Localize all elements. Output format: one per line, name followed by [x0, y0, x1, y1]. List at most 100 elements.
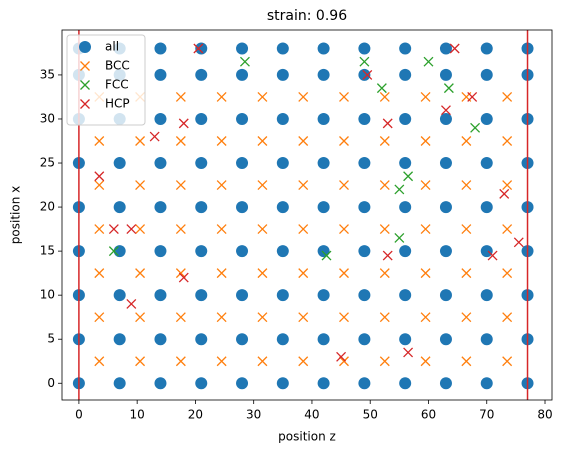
y-tick-label: 15 — [40, 244, 55, 258]
point — [175, 91, 186, 102]
point — [439, 333, 452, 346]
point — [298, 136, 309, 146]
chart-title: strain: 0.96 — [267, 8, 347, 24]
axes-frame — [61, 29, 553, 401]
point — [480, 112, 493, 125]
point — [379, 312, 390, 323]
point — [358, 112, 371, 125]
point — [376, 83, 387, 94]
point — [321, 250, 332, 261]
point — [461, 180, 472, 191]
point — [379, 91, 390, 102]
point — [317, 333, 330, 346]
point — [195, 157, 208, 170]
point — [257, 224, 268, 235]
point — [175, 268, 186, 279]
point — [358, 68, 371, 81]
point — [317, 68, 330, 81]
point — [399, 157, 412, 170]
point — [257, 312, 268, 323]
point — [216, 356, 227, 367]
x-tick-label: 60 — [421, 408, 436, 422]
point — [94, 268, 105, 279]
point — [399, 333, 412, 346]
point — [126, 299, 137, 309]
legend-marker — [80, 61, 90, 71]
point — [113, 201, 126, 214]
y-tick-label: 35 — [40, 67, 55, 81]
point — [339, 136, 349, 146]
point — [358, 289, 371, 302]
y-tick-label: 5 — [47, 332, 55, 346]
point — [439, 201, 452, 214]
point — [443, 83, 454, 94]
point — [94, 171, 105, 182]
point — [399, 245, 412, 258]
point — [195, 42, 208, 55]
point — [175, 136, 186, 146]
point — [358, 157, 371, 170]
point — [480, 68, 493, 81]
legend-label: HCP — [105, 97, 130, 111]
point — [236, 289, 249, 302]
point — [420, 224, 431, 235]
point — [195, 68, 208, 81]
point — [317, 112, 330, 125]
point — [461, 136, 472, 146]
point — [394, 232, 405, 243]
point — [502, 312, 513, 323]
point — [399, 201, 412, 214]
point — [239, 56, 250, 67]
point — [298, 224, 309, 235]
point — [339, 356, 349, 367]
y-tick-label: 20 — [40, 200, 55, 214]
point — [487, 250, 498, 261]
point — [502, 91, 513, 102]
point — [480, 245, 493, 258]
point — [439, 377, 452, 390]
point — [113, 377, 126, 390]
legend: all BCC FCC HCP — [66, 34, 146, 126]
point — [154, 333, 167, 346]
point — [149, 131, 160, 142]
point — [467, 91, 478, 102]
point — [195, 289, 208, 302]
point — [216, 224, 227, 235]
point — [480, 42, 493, 55]
point — [257, 136, 268, 146]
x-tick-label: 0 — [75, 408, 83, 422]
x-tick-label: 20 — [188, 408, 203, 422]
point — [298, 180, 309, 191]
legend-marker — [80, 80, 90, 90]
point — [461, 268, 472, 279]
point — [298, 312, 309, 323]
x-tick-label: 80 — [537, 408, 552, 422]
point — [113, 157, 126, 170]
point — [502, 268, 513, 279]
point — [420, 91, 431, 102]
point — [94, 356, 105, 367]
point — [502, 356, 513, 367]
point — [420, 268, 431, 279]
point — [135, 356, 146, 367]
point — [216, 136, 227, 146]
point — [94, 180, 105, 191]
point — [154, 201, 167, 214]
point — [449, 43, 460, 54]
point — [216, 91, 227, 102]
point — [257, 180, 268, 191]
point — [154, 289, 167, 302]
point — [339, 180, 349, 191]
point — [358, 201, 371, 214]
point — [216, 268, 227, 279]
point — [195, 377, 208, 390]
point — [175, 180, 186, 191]
point — [195, 201, 208, 214]
series-1 — [94, 91, 513, 367]
point — [336, 351, 347, 362]
point — [178, 118, 189, 129]
point — [480, 377, 493, 390]
y-axis-label: position x — [9, 186, 23, 244]
point — [236, 245, 249, 258]
point — [339, 312, 349, 323]
